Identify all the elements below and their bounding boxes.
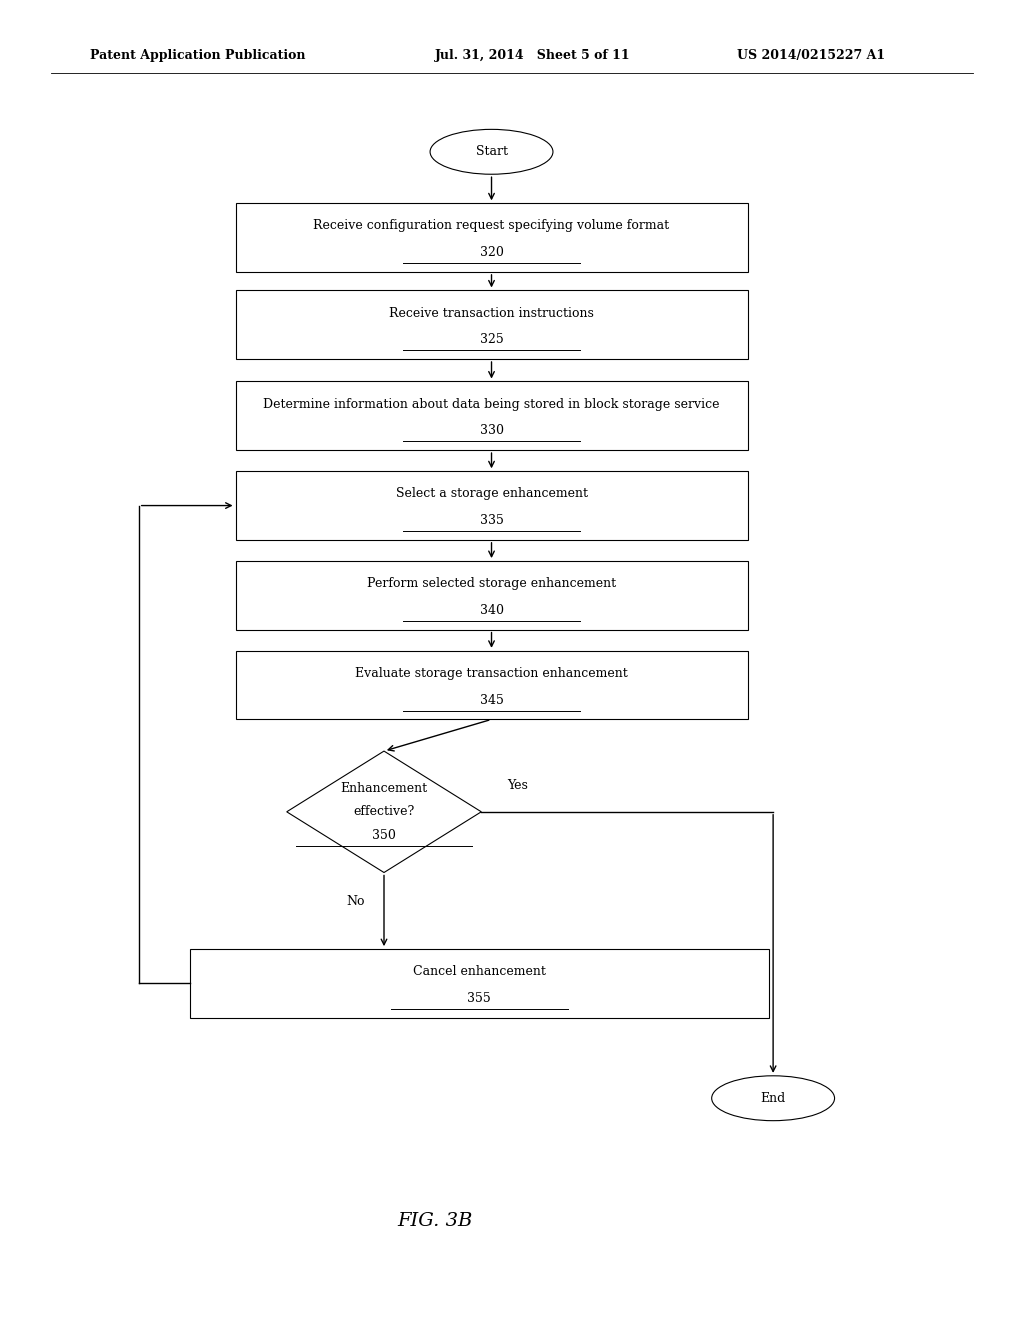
Ellipse shape <box>430 129 553 174</box>
Text: Determine information about data being stored in block storage service: Determine information about data being s… <box>263 397 720 411</box>
Bar <box>236 651 748 719</box>
Text: 320: 320 <box>479 247 504 259</box>
Text: Patent Application Publication: Patent Application Publication <box>90 49 305 62</box>
Text: Select a storage enhancement: Select a storage enhancement <box>395 487 588 500</box>
Text: No: No <box>346 895 365 908</box>
Text: End: End <box>761 1092 785 1105</box>
Ellipse shape <box>712 1076 835 1121</box>
Bar <box>236 561 748 630</box>
Bar <box>236 471 748 540</box>
Text: effective?: effective? <box>353 805 415 818</box>
Text: Cancel enhancement: Cancel enhancement <box>413 965 546 978</box>
Bar <box>236 203 748 272</box>
Polygon shape <box>287 751 481 873</box>
Bar <box>236 381 748 450</box>
Text: 340: 340 <box>479 605 504 616</box>
Text: 330: 330 <box>479 425 504 437</box>
Text: Jul. 31, 2014   Sheet 5 of 11: Jul. 31, 2014 Sheet 5 of 11 <box>435 49 631 62</box>
Text: Perform selected storage enhancement: Perform selected storage enhancement <box>367 577 616 590</box>
Text: Receive configuration request specifying volume format: Receive configuration request specifying… <box>313 219 670 232</box>
Text: 350: 350 <box>372 829 396 842</box>
Text: US 2014/0215227 A1: US 2014/0215227 A1 <box>737 49 886 62</box>
Bar <box>190 949 768 1018</box>
Text: FIG. 3B: FIG. 3B <box>397 1212 473 1230</box>
Text: Receive transaction instructions: Receive transaction instructions <box>389 306 594 319</box>
Text: Evaluate storage transaction enhancement: Evaluate storage transaction enhancement <box>355 667 628 680</box>
Bar <box>236 290 748 359</box>
Text: 325: 325 <box>479 334 504 346</box>
Text: 345: 345 <box>479 694 504 706</box>
Text: Enhancement: Enhancement <box>340 781 428 795</box>
Text: 335: 335 <box>479 515 504 527</box>
Text: 355: 355 <box>467 993 492 1005</box>
Text: Yes: Yes <box>507 779 527 792</box>
Text: Start: Start <box>475 145 508 158</box>
